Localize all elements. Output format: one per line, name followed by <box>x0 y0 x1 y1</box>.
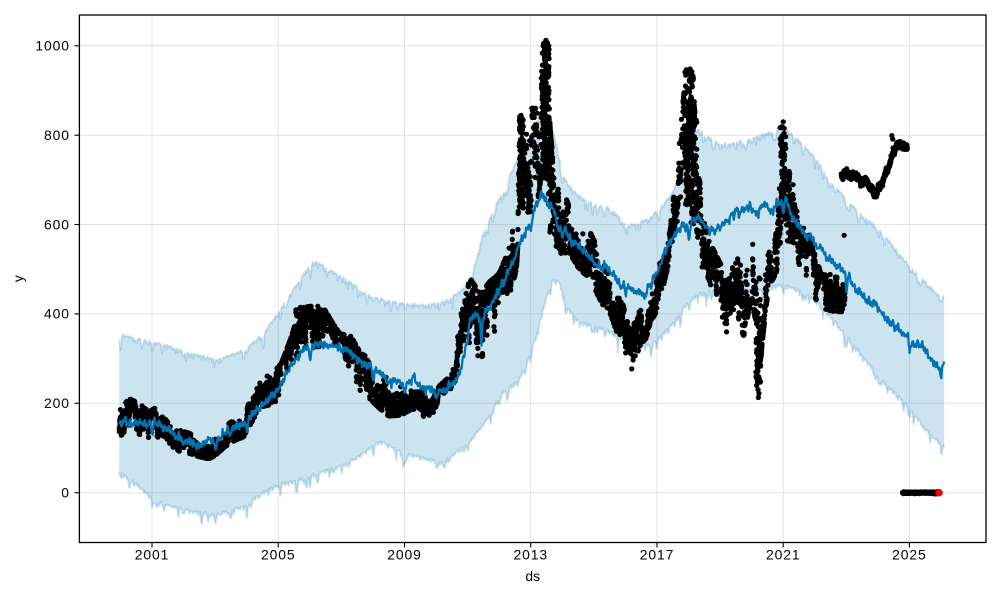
svg-text:600: 600 <box>44 216 70 232</box>
svg-text:2009: 2009 <box>387 547 422 563</box>
svg-text:1000: 1000 <box>35 38 70 54</box>
svg-text:2025: 2025 <box>892 547 927 563</box>
svg-text:2005: 2005 <box>261 547 296 563</box>
svg-text:200: 200 <box>44 395 70 411</box>
svg-text:y: y <box>10 275 26 282</box>
svg-text:ds: ds <box>525 568 540 584</box>
svg-text:2017: 2017 <box>640 547 675 563</box>
svg-text:2001: 2001 <box>135 547 170 563</box>
svg-text:400: 400 <box>44 306 70 322</box>
svg-text:2013: 2013 <box>513 547 548 563</box>
svg-text:2021: 2021 <box>766 547 801 563</box>
svg-text:800: 800 <box>44 127 70 143</box>
svg-text:0: 0 <box>61 485 70 501</box>
